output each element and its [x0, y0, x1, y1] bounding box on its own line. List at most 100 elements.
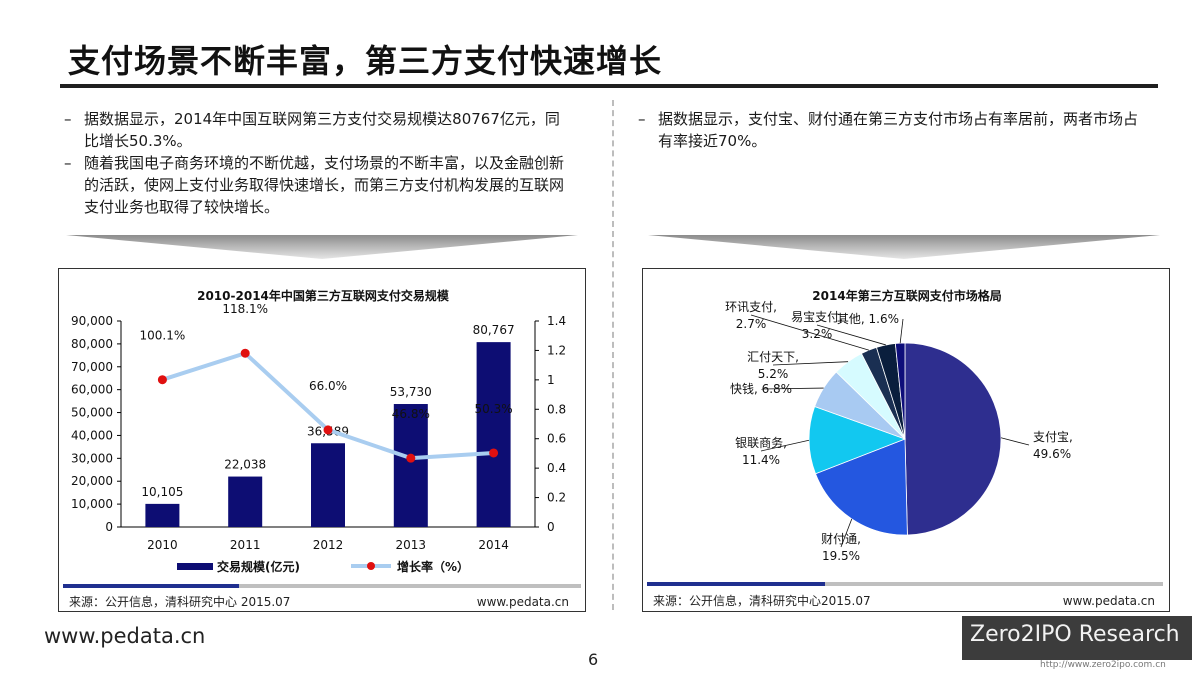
bar: [476, 342, 511, 527]
x-tick-label: 2011: [230, 538, 261, 552]
legend-bar-label: 交易规模(亿元): [217, 559, 300, 574]
right-bullet-list: – 据数据显示，支付宝、财付通在第三方支付市场占有率居前，两者市场占有率接近70%…: [638, 108, 1138, 152]
bar-value-label: 80,767: [473, 323, 515, 337]
leader-line: [760, 439, 810, 452]
y-right-tick-label: 0.2: [547, 491, 566, 505]
x-tick-label: 2014: [478, 538, 509, 552]
growth-point: [489, 448, 499, 458]
y-left-tick-label: 20,000: [71, 474, 113, 488]
chart-website: www.pedata.cn: [477, 595, 569, 609]
growth-point: [240, 348, 250, 358]
bar-line-chart: 2010-2014年中国第三方互联网支付交易规模 0 10,000 20,000 30…: [63, 288, 581, 609]
y-right-tick-label: 1.2: [547, 343, 566, 357]
bullet-item: – 据数据显示，2014年中国互联网第三方支付交易规模达80767亿元，同比增长5…: [64, 110, 560, 150]
bar: [228, 476, 263, 527]
slice-name-label: 易宝支付,: [791, 310, 843, 324]
chart-source: 来源：公开信息，清科研究中心 2015.07: [69, 594, 290, 609]
footer-strip-accent: [63, 584, 239, 588]
bar-value-label: 10,105: [141, 485, 183, 499]
y-left-tick-label: 60,000: [71, 383, 113, 397]
growth-point: [157, 375, 167, 385]
slice-value-label: 49.6%: [1033, 447, 1071, 461]
slice-value-label: 3.2%: [802, 327, 833, 341]
growth-point: [406, 453, 416, 463]
pie-slice: [894, 342, 906, 440]
x-tick-label: 2013: [396, 538, 427, 552]
leader-line: [1000, 437, 1030, 446]
y-right-tick-label: 1.4: [547, 314, 566, 328]
leader-line: [750, 314, 869, 351]
slice-name-label: 汇付天下,: [747, 350, 799, 364]
footer-strip-accent: [647, 582, 825, 586]
y-right-tick-label: 0.4: [547, 461, 566, 475]
bar-value-label: 22,038: [224, 458, 266, 472]
right-funnel-arrow: [648, 235, 1160, 259]
slice-value-label: 2.7%: [736, 317, 767, 331]
bar: [145, 503, 180, 527]
growth-value-label: 100.1%: [140, 329, 186, 343]
growth-value-label: 66.0%: [309, 379, 347, 393]
bullet-text: 随着我国电子商务环境的不断优越，支付场景的不断丰富，以及金融创新的活跃，使网上支…: [84, 154, 565, 216]
leader-line: [816, 324, 886, 346]
y-left-tick-label: 80,000: [71, 337, 113, 351]
bullet-item: – 据数据显示，支付宝、财付通在第三方支付市场占有率居前，两者市场占有率接近70%…: [638, 110, 1139, 150]
growth-point: [323, 425, 333, 435]
y-right-tick-label: 0: [547, 520, 555, 534]
legend-line-label: 增长率（%）: [397, 559, 469, 574]
bullet-text: 据数据显示，2014年中国互联网第三方支付交易规模达80767亿元，同比增长50…: [84, 110, 560, 150]
page-title: 支付场景不断丰富，第三方支付快速增长: [68, 42, 663, 80]
y-right-tick-label: 0.8: [547, 402, 566, 416]
slice-label: 其他, 1.6%: [837, 312, 899, 326]
pie-slice: [808, 405, 907, 475]
chart-source: 来源：公开信息，清科研究中心2015.07: [653, 593, 871, 608]
chart-title: 2014年第三方互联网支付市场格局: [812, 288, 1001, 303]
logo-url: http://www.zero2ipo.com.cn: [1040, 660, 1166, 670]
slice-name-label: 银联商务,: [735, 435, 787, 450]
slice-name-label: 财付通,: [821, 532, 861, 546]
y-left-tick-label: 0: [105, 520, 113, 534]
y-right-tick-label: 0.6: [547, 432, 566, 446]
footer-website: www.pedata.cn: [44, 624, 206, 648]
y-left-tick-label: 50,000: [71, 406, 113, 420]
y-left-tick-label: 30,000: [71, 451, 113, 465]
bar: [311, 443, 345, 527]
growth-value-label: 46.8%: [392, 407, 430, 421]
y-left-tick-label: 90,000: [71, 314, 113, 328]
x-tick-label: 2010: [147, 538, 178, 552]
legend-bar-swatch: [177, 563, 213, 570]
title-divider: [60, 84, 1158, 88]
y-left-tick-label: 10,000: [71, 497, 113, 511]
x-tick-label: 2012: [313, 538, 344, 552]
y-right-tick-label: 1: [547, 373, 555, 387]
bar-value-label: 53,730: [390, 385, 432, 399]
footer-strip-gray: [647, 582, 1163, 586]
company-logo: Zero2IPO Research: [962, 616, 1192, 660]
slice-name-label: 环讯支付,: [725, 300, 777, 314]
slice-value-label: 5.2%: [758, 367, 789, 381]
footer-strip-gray: [63, 584, 581, 588]
slice-name-label: 支付宝,: [1033, 430, 1073, 444]
slice-label: 快钱, 6.8%: [730, 381, 792, 396]
left-funnel-arrow: [66, 235, 578, 259]
growth-value-label: 50.3%: [475, 402, 513, 416]
slice-value-label: 11.4%: [742, 453, 780, 467]
legend: 交易规模(亿元) 增长率（%）: [177, 559, 469, 574]
leader-line: [899, 318, 904, 344]
legend-line-marker: [367, 562, 375, 570]
y-left-tick-label: 70,000: [71, 360, 113, 374]
vertical-divider: [612, 100, 614, 610]
growth-value-label: 118.1%: [222, 302, 268, 316]
page-number: 6: [588, 650, 599, 669]
left-bullet-list: – 据数据显示，2014年中国互联网第三方支付交易规模达80767亿元，同比增长5…: [64, 108, 574, 218]
chart-website: www.pedata.cn: [1063, 594, 1155, 608]
slice-value-label: 19.5%: [822, 549, 860, 563]
pie-chart: 2014年第三方互联网支付市场格局 支付宝, 49.6% 财付通, 19.5% 银联商务…: [647, 288, 1163, 608]
bar-line-chart-panel: 2010-2014年中国第三方互联网支付交易规模 0 10,000 20,000 30…: [58, 268, 586, 612]
logo-text: Zero2IPO Research: [970, 622, 1180, 647]
pie-slice: [815, 438, 908, 536]
leader-line: [760, 387, 824, 390]
bullet-text: 据数据显示，支付宝、财付通在第三方支付市场占有率居前，两者市场占有率接近70%。: [658, 110, 1139, 150]
y-left-tick-label: 40,000: [71, 428, 113, 442]
growth-line: [161, 350, 494, 461]
leader-line: [772, 361, 849, 366]
